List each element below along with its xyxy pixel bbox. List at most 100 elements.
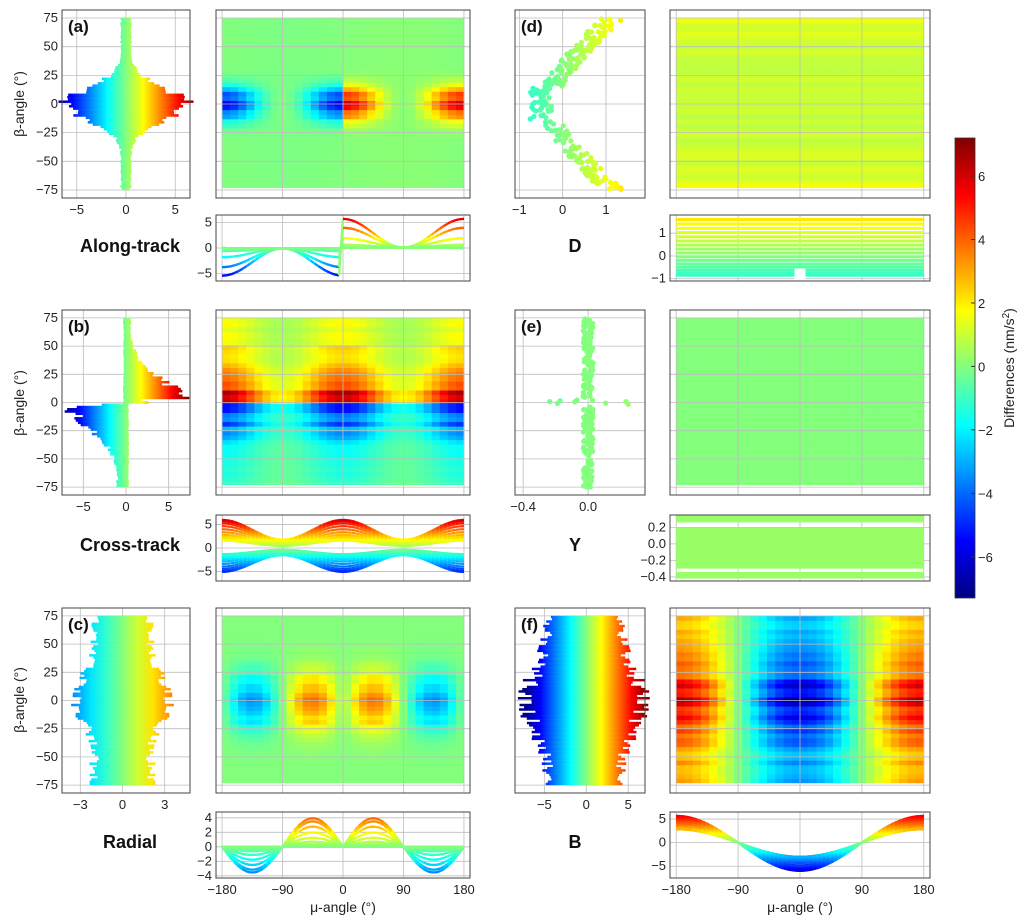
line-segment xyxy=(383,244,388,248)
heatmap-cell xyxy=(310,439,320,445)
heatmap-cell xyxy=(899,123,908,129)
heatmap-cell xyxy=(700,173,710,179)
line-segment xyxy=(427,242,432,246)
heatmap-cell xyxy=(415,439,425,445)
heatmap-cell xyxy=(758,82,768,88)
heatmap-cell xyxy=(775,27,784,33)
heatmap-cell xyxy=(230,109,239,115)
scatter-point xyxy=(592,167,598,173)
heatmap-cell xyxy=(455,421,465,427)
heatmap-cell xyxy=(302,109,312,115)
heatmap-cell xyxy=(351,50,360,56)
scatter-band xyxy=(123,369,148,373)
heatmap-cell xyxy=(808,91,817,97)
heatmap-cell xyxy=(222,77,231,83)
heatmap-cell xyxy=(310,408,320,414)
heatmap-cell xyxy=(423,439,433,445)
heatmap-cell xyxy=(407,141,416,147)
heatmap-cell xyxy=(407,137,416,143)
heatmap-cell xyxy=(800,137,809,143)
heatmap-cell xyxy=(890,155,900,161)
heatmap-cell xyxy=(334,63,344,69)
heatmap-cell xyxy=(246,151,255,156)
heatmap-cell xyxy=(824,183,834,189)
heatmap-cell xyxy=(238,444,247,450)
heatmap-cell xyxy=(415,417,425,423)
heatmap-cell xyxy=(758,118,768,124)
heatmap-cell xyxy=(318,31,328,37)
heatmap-cell xyxy=(238,123,247,129)
scatter-point xyxy=(590,159,597,166)
heatmap-cell xyxy=(766,137,776,143)
heatmap-cell xyxy=(367,453,376,459)
heatmap-cell xyxy=(717,68,727,74)
heatmap-cell xyxy=(709,183,718,189)
heatmap-cell xyxy=(816,82,826,88)
heatmap-cell xyxy=(222,86,231,92)
heatmap-cell xyxy=(270,31,279,37)
heatmap-cell xyxy=(334,439,344,445)
heatmap-cell xyxy=(676,164,685,170)
heatmap-cell xyxy=(874,169,883,175)
heatmap-cell xyxy=(407,50,416,56)
heatmap-cell xyxy=(351,439,360,445)
heatmap-cell xyxy=(899,22,908,28)
heatmap-cell xyxy=(841,173,850,179)
heatmap-cell xyxy=(302,169,312,175)
heatmap-cell xyxy=(246,118,255,124)
heatmap-cell xyxy=(684,183,694,189)
heatmap-cell xyxy=(222,466,231,472)
heatmap-cell xyxy=(238,91,247,97)
scatter-point xyxy=(548,107,555,114)
heatmap-cell xyxy=(447,18,457,24)
heatmap-cell xyxy=(874,63,883,69)
heatmap-cell xyxy=(866,82,875,88)
heatmap-cell xyxy=(439,22,449,28)
heatmap-cell xyxy=(246,435,255,441)
heatmap-cell xyxy=(791,40,801,46)
heatmap-cell xyxy=(791,141,801,147)
heatmap-cell xyxy=(375,471,384,477)
heatmap-cell xyxy=(326,59,336,65)
heatmap-cell xyxy=(455,59,465,65)
heatmap-cell xyxy=(407,164,416,170)
heatmap-cell xyxy=(882,178,892,184)
heatmap-cell xyxy=(230,421,239,427)
heatmap-cell xyxy=(800,151,809,156)
heatmap-cell xyxy=(351,448,360,454)
scatter-band xyxy=(123,385,179,388)
scatter-band xyxy=(123,374,153,377)
heatmap-cell xyxy=(359,68,368,74)
line-segment xyxy=(322,261,328,266)
heatmap-cell xyxy=(246,466,255,472)
heatmap-cell xyxy=(439,151,449,156)
heatmap-cell xyxy=(431,403,441,409)
heatmap-cell xyxy=(383,50,392,56)
heatmap-cell xyxy=(391,439,400,445)
heatmap-cell xyxy=(866,86,875,92)
heatmap-cell xyxy=(766,151,776,156)
heatmap-cell xyxy=(318,86,328,92)
heatmap-cell xyxy=(816,151,826,156)
heatmap-cell xyxy=(415,435,425,441)
heatmap-cell xyxy=(407,54,416,60)
heatmap-cell xyxy=(294,439,304,445)
heatmap-cell xyxy=(238,173,247,179)
heatmap-cell xyxy=(866,151,875,156)
heatmap-cell xyxy=(286,453,296,459)
heatmap-cell xyxy=(318,475,328,481)
heatmap-cell xyxy=(800,77,809,83)
heatmap-cell xyxy=(351,471,360,477)
heatmap-cell xyxy=(391,169,400,175)
heatmap-cell xyxy=(431,22,441,28)
heatmap-cell xyxy=(326,68,336,74)
heatmap-cell xyxy=(700,63,710,69)
heatmap-cell xyxy=(238,137,247,143)
heatmap-cell xyxy=(841,164,850,170)
heatmap-cell xyxy=(676,123,685,129)
heatmap-cell xyxy=(676,178,685,184)
heatmap-cell xyxy=(700,36,710,42)
heatmap-cell xyxy=(692,18,702,24)
heatmap-cell xyxy=(222,31,231,37)
heatmap-cell xyxy=(841,59,850,65)
